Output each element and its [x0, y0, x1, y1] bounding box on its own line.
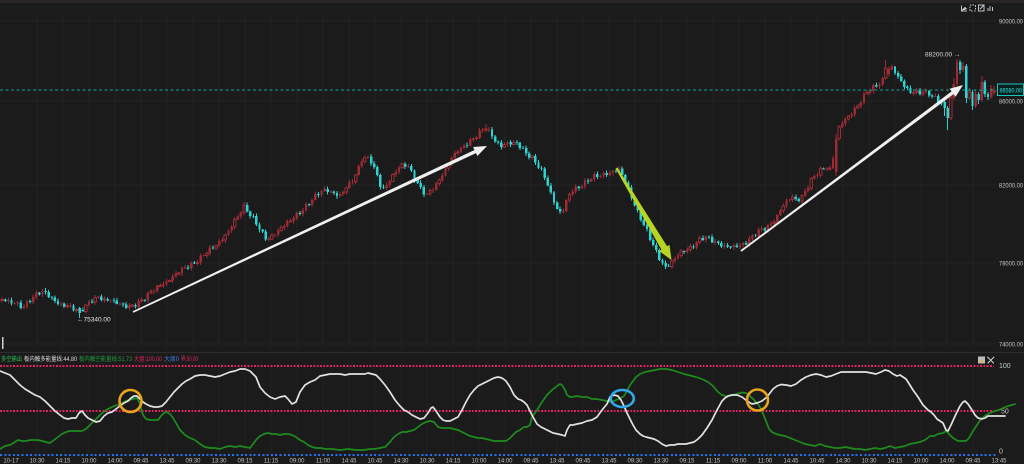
svg-text:09:15: 09:15 [679, 459, 695, 464]
svg-text:界:50.00: 界:50.00 [181, 356, 198, 363]
svg-text:88200.00 →: 88200.00 → [925, 52, 960, 59]
svg-text:10:00: 10:00 [81, 459, 97, 464]
svg-text:09:45: 09:45 [133, 459, 149, 464]
svg-text:10:00: 10:00 [471, 459, 487, 464]
svg-text:10:30: 10:30 [861, 459, 877, 464]
svg-text:11:15: 11:15 [706, 459, 721, 464]
svg-text:13:30: 13:30 [653, 459, 669, 464]
svg-text:13:45: 13:45 [549, 459, 565, 464]
svg-text:10:30: 10:30 [419, 459, 435, 464]
svg-text:09:45: 09:45 [575, 459, 591, 464]
svg-text:11:15: 11:15 [264, 459, 279, 464]
svg-text:14:30: 14:30 [835, 459, 851, 464]
svg-text:多空输出: 多空输出 [1, 355, 22, 363]
svg-text:78000.00: 78000.00 [999, 261, 1023, 268]
svg-text:86000.00: 86000.00 [999, 99, 1023, 106]
svg-text:14:30: 14:30 [393, 459, 409, 464]
svg-text:13:30: 13:30 [211, 459, 227, 464]
svg-text:100: 100 [999, 363, 1011, 370]
svg-text:09:00: 09:00 [731, 459, 747, 464]
svg-text:13:45: 13:45 [159, 459, 175, 464]
svg-text:大盘:100.00: 大盘:100.00 [134, 355, 163, 363]
svg-text:←75340.00: ←75340.00 [77, 317, 111, 324]
svg-text:14:00: 14:00 [107, 459, 123, 464]
svg-text:90000.00: 90000.00 [999, 19, 1023, 26]
svg-text:板内触空能量线:51.73: 板内触空能量线:51.73 [79, 355, 133, 363]
svg-text:13:45: 13:45 [991, 459, 1007, 464]
svg-text:09:45: 09:45 [965, 459, 981, 464]
svg-text:10:30: 10:30 [29, 459, 45, 464]
svg-text:50: 50 [1001, 409, 1009, 416]
svg-text:09:45: 09:45 [523, 459, 539, 464]
svg-text:14:15: 14:15 [887, 459, 903, 464]
svg-text:09:00: 09:00 [289, 459, 305, 464]
svg-text:14:00: 14:00 [939, 459, 955, 464]
svg-text:09:30: 09:30 [627, 459, 643, 464]
svg-text:82000.00: 82000.00 [999, 183, 1023, 190]
svg-text:86580.00: 86580.00 [1000, 88, 1023, 95]
svg-text:大周0: 大周0 [164, 355, 180, 363]
svg-text:14:15: 14:15 [445, 459, 461, 464]
svg-text:74000.00: 74000.00 [999, 342, 1023, 349]
svg-text:09:15: 09:15 [237, 459, 253, 464]
svg-text:0: 0 [999, 449, 1003, 456]
svg-text:10:00: 10:00 [913, 459, 929, 464]
svg-text:11:00: 11:00 [316, 459, 331, 464]
svg-text:14:45: 14:45 [783, 459, 799, 464]
svg-text:11:00: 11:00 [758, 459, 773, 464]
svg-text:14:45: 14:45 [341, 459, 357, 464]
svg-text:09:30: 09:30 [185, 459, 201, 464]
svg-text:14:00: 14:00 [497, 459, 513, 464]
svg-text:板内触多能量线:44.80: 板内触多能量线:44.80 [24, 355, 78, 363]
svg-text:10-17: 10-17 [3, 459, 19, 464]
svg-text:14:15: 14:15 [55, 459, 71, 464]
svg-text:10:45: 10:45 [367, 459, 383, 464]
svg-text:10:45: 10:45 [809, 459, 825, 464]
svg-text:13:45: 13:45 [601, 459, 617, 464]
